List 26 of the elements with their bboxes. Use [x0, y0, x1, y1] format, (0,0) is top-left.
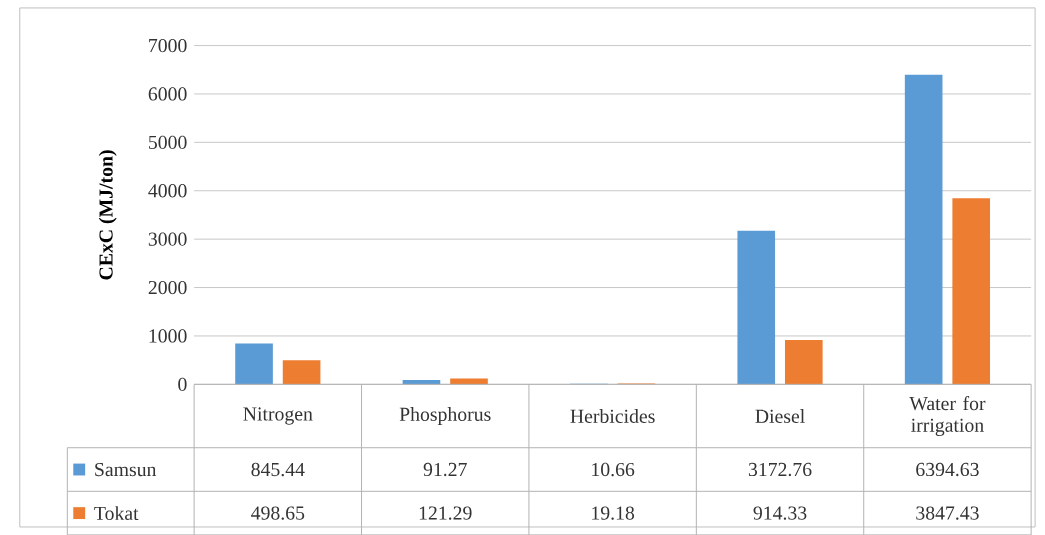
data-label: 91.27 [423, 462, 467, 477]
data-label: 3847.43 [916, 506, 979, 520]
legend-label: Tokat [94, 506, 139, 521]
x-tick-label: Water for irrigation [909, 396, 986, 437]
y-tick-label: 2000 [148, 280, 187, 295]
y-tick-label: 5000 [149, 135, 187, 150]
y-tick-label: 3000 [148, 232, 187, 246]
data-label: 121.29 [419, 506, 472, 520]
data-label: 845.44 [251, 462, 305, 477]
data-label: 6394.63 [916, 462, 979, 477]
data-label: 498.65 [251, 506, 305, 520]
data-label: 914.33 [753, 506, 807, 520]
y-tick-label: 1000 [149, 329, 187, 343]
y-axis-title: CExC (MJ/ton) [98, 150, 117, 280]
y-tick-label: 6000 [148, 87, 187, 101]
data-label: 19.18 [592, 506, 635, 520]
x-tick-label: Herbicides [570, 409, 655, 424]
y-tick-label: 7000 [149, 38, 187, 53]
y-tick-label: 0 [178, 377, 187, 392]
data-label: 10.66 [592, 462, 635, 477]
x-tick-label: Nitrogen [243, 407, 313, 425]
x-tick-label: Phosphorus [399, 407, 491, 426]
legend-label: Samsun [95, 462, 157, 477]
y-tick-label: 4000 [148, 184, 187, 198]
data-label: 3172.76 [748, 462, 812, 477]
x-tick-label: Diesel [755, 409, 805, 424]
